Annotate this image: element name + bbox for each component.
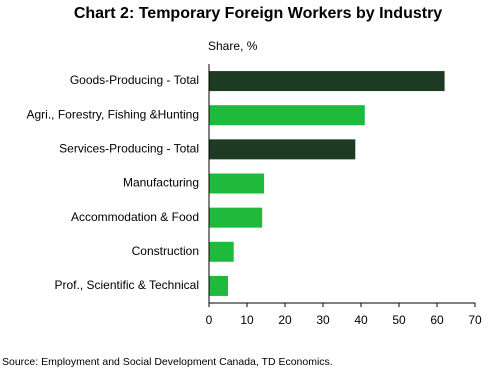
bar [209, 173, 265, 194]
source: Source: Employment and Social Developmen… [2, 356, 333, 368]
bar [209, 241, 234, 262]
y-tick-label: Agri., Forestry, Fishing &Hunting [26, 107, 199, 121]
bar [209, 105, 365, 126]
bar [209, 139, 356, 160]
y-tick-label: Services-Producing - Total [59, 142, 199, 156]
x-tick-label: 10 [240, 313, 254, 327]
bar [209, 71, 445, 92]
x-tick-label: 40 [354, 313, 368, 327]
x-tick-label: 70 [468, 313, 482, 327]
bar [209, 275, 228, 296]
x-tick-label: 20 [278, 313, 292, 327]
chart-title: Chart 2: Temporary Foreign Workers by In… [74, 5, 442, 22]
y-tick-label: Manufacturing [123, 176, 199, 190]
axis-label: Share, % [208, 39, 258, 53]
x-tick-label: 60 [430, 313, 444, 327]
x-tick-label: 0 [206, 313, 213, 327]
y-tick-label: Accommodation & Food [71, 210, 199, 224]
y-tick-label: Goods-Producing - Total [70, 73, 199, 87]
x-tick-label: 30 [316, 313, 330, 327]
y-tick-label: Construction [132, 244, 199, 258]
y-tick-label: Prof., Scientific & Technical [54, 278, 199, 292]
bar [209, 207, 263, 228]
x-tick-label: 50 [392, 313, 406, 327]
